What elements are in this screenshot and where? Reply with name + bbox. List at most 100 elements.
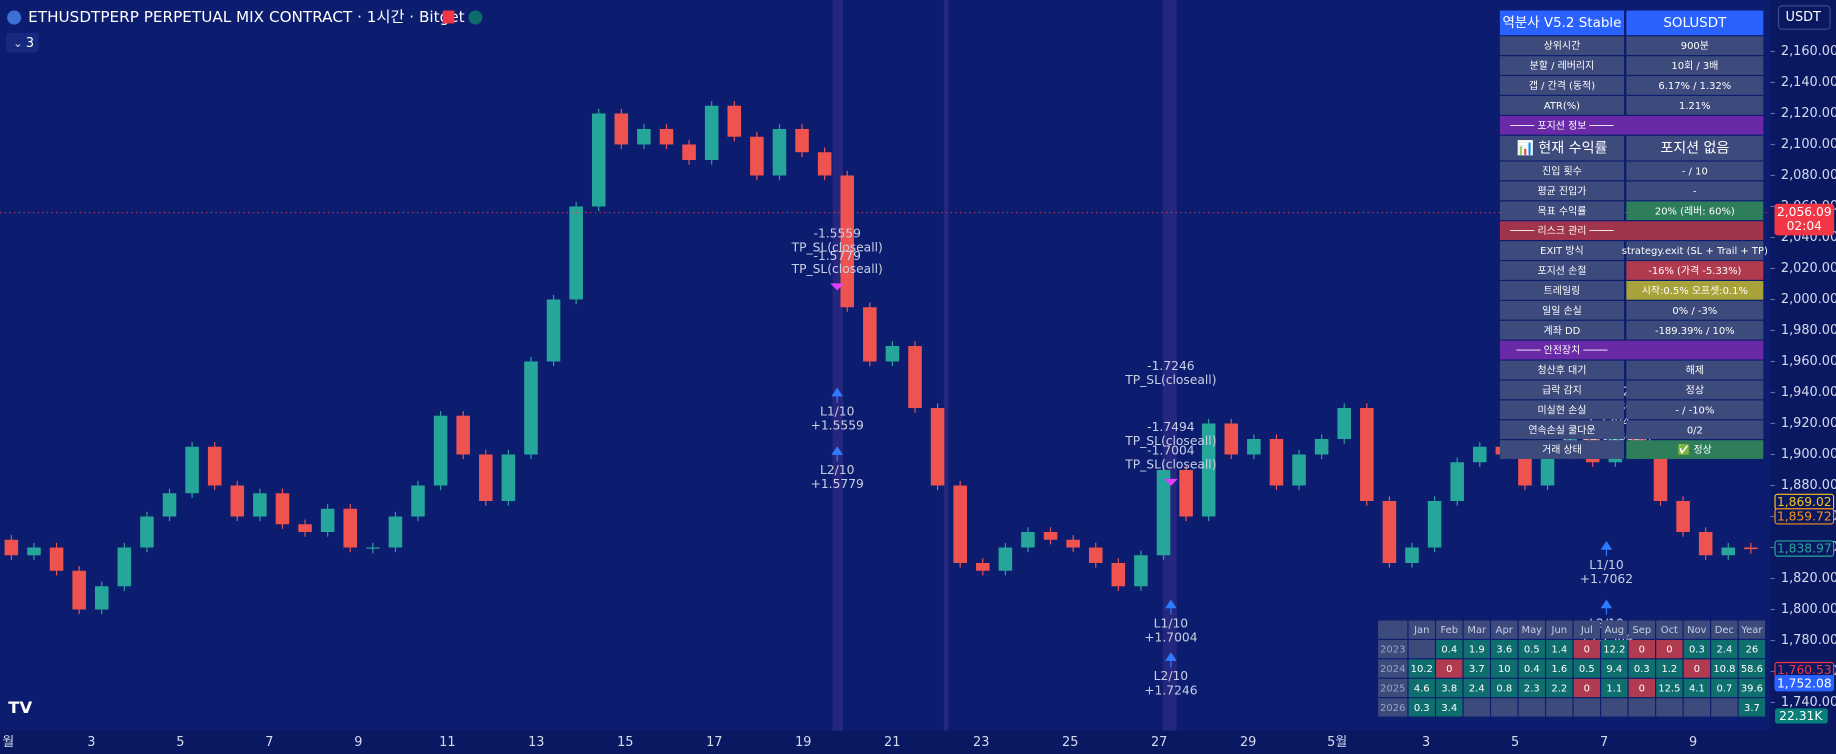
monthly-cell	[1738, 698, 1766, 717]
monthly-cell	[1546, 659, 1573, 678]
monthly-header: May	[1522, 625, 1543, 636]
monthly-value: 0	[1666, 645, 1672, 656]
section-label: ──── 리스크 관리 ────	[1509, 225, 1614, 237]
y-tick-label: 2,100.00	[1781, 137, 1836, 152]
candle	[230, 485, 245, 517]
price-tag-label: 1,859.72	[1777, 509, 1832, 523]
table-key: 급락 감지	[1542, 384, 1582, 396]
exit-label: TP_SL(closeall)	[791, 262, 883, 276]
candle	[1405, 547, 1419, 564]
monthly-value: 1.1	[1606, 684, 1622, 695]
candle	[546, 299, 561, 362]
candle	[682, 144, 696, 160]
candle	[817, 152, 832, 176]
table-cell	[1626, 300, 1764, 320]
time-axis	[0, 730, 1836, 754]
monthly-cell	[1601, 678, 1628, 698]
table-key: 진입 횟수	[1542, 165, 1582, 178]
candle	[207, 446, 222, 486]
candle	[343, 508, 358, 548]
monthly-year-cell	[1378, 698, 1408, 717]
tv-logo-text: TV	[8, 698, 32, 717]
candle	[388, 516, 403, 548]
y-tick-label: 2,160.00	[1781, 44, 1836, 59]
table-cell	[1499, 241, 1624, 260]
monthly-value: 39.6	[1741, 684, 1763, 695]
monthly-cell	[1436, 639, 1463, 659]
signal-band	[943, 0, 949, 731]
table-cell	[1499, 161, 1624, 181]
table-value: 포지션 없음	[1660, 141, 1729, 157]
candle	[501, 454, 516, 501]
monthly-value: 3.8	[1441, 684, 1457, 695]
entry-arrow	[1600, 599, 1613, 615]
entry-label: L1/10	[1589, 558, 1623, 572]
monthly-cell	[1491, 639, 1518, 659]
table-value: ✅ 정상	[1678, 443, 1712, 456]
table-value: -	[1693, 186, 1697, 197]
section-cell	[1499, 221, 1764, 241]
monthly-cell	[1711, 639, 1738, 659]
monthly-cell	[1738, 639, 1766, 659]
monthly-cell	[1408, 639, 1435, 659]
indicator-toggle[interactable]	[5, 32, 39, 53]
monthly-header-cell	[1573, 620, 1600, 639]
exit-label: -1.7004	[1147, 443, 1195, 457]
monthly-value: 4.1	[1689, 684, 1705, 695]
monthly-cell	[1656, 639, 1683, 659]
status-icon	[468, 10, 483, 25]
exit-label: -1.7494	[1147, 420, 1195, 434]
candle	[49, 547, 64, 571]
table-header: SOLUSDT	[1663, 16, 1727, 31]
candle	[524, 361, 538, 455]
y-tick-label: 1,900.00	[1781, 447, 1836, 462]
monthly-cell	[1463, 678, 1490, 698]
candle	[569, 206, 583, 300]
table-cell	[1626, 135, 1764, 161]
candle	[1721, 547, 1736, 556]
table-cell	[1626, 400, 1764, 420]
table-key: 분할 / 레버리지	[1530, 60, 1595, 72]
entry-label: +1.5779	[811, 477, 864, 491]
monthly-cell	[1546, 678, 1573, 698]
table-cell	[1499, 56, 1624, 75]
entry-label: +1.7004	[1144, 631, 1197, 645]
monthly-header: Feb	[1440, 625, 1458, 636]
table-value: 정상	[1686, 384, 1704, 396]
monthly-year-cell	[1378, 659, 1408, 678]
monthly-header-cell	[1546, 620, 1573, 639]
monthly-value: 10.8	[1713, 664, 1735, 675]
monthly-value: 0.7	[1716, 684, 1732, 695]
x-tick-label: 7	[1600, 735, 1608, 750]
monthly-header-cell	[1683, 620, 1711, 639]
candle	[727, 105, 742, 137]
price-tag-time: 02:04	[1787, 219, 1823, 233]
table-key: 포지션 손절	[1538, 264, 1587, 277]
candle	[953, 485, 967, 564]
entry-arrow	[831, 387, 843, 403]
monthly-header-cell	[1738, 620, 1766, 639]
monthly-value: 0.3	[1414, 703, 1430, 714]
table-key: 갭 / 간격 (동적)	[1529, 79, 1595, 92]
table-cell	[1626, 280, 1764, 300]
monthly-header-cell	[1628, 620, 1656, 639]
monthly-value: 0	[1639, 684, 1645, 695]
monthly-value: 3.7	[1744, 703, 1760, 714]
price-tag	[1774, 203, 1835, 236]
table-cell	[1626, 56, 1764, 75]
y-tick-label: 2,080.00	[1781, 168, 1836, 183]
monthly-cell	[1518, 678, 1545, 698]
currency-button[interactable]	[1777, 5, 1831, 30]
exit-label: -1.5779	[814, 249, 861, 263]
entry-arrow	[1165, 599, 1177, 615]
price-tag-label: 1,760.53	[1777, 663, 1832, 677]
y-tick-label: 1,880.00	[1781, 478, 1836, 493]
y-tick-label: 1,980.00	[1781, 323, 1836, 338]
entry-label: L2/10	[820, 463, 854, 477]
table-key: 📊 현재 수익률	[1516, 140, 1607, 157]
candle	[1224, 423, 1239, 455]
monthly-cell	[1546, 698, 1573, 717]
table-cell	[1499, 36, 1624, 56]
monthly-header-cell	[1711, 620, 1738, 639]
